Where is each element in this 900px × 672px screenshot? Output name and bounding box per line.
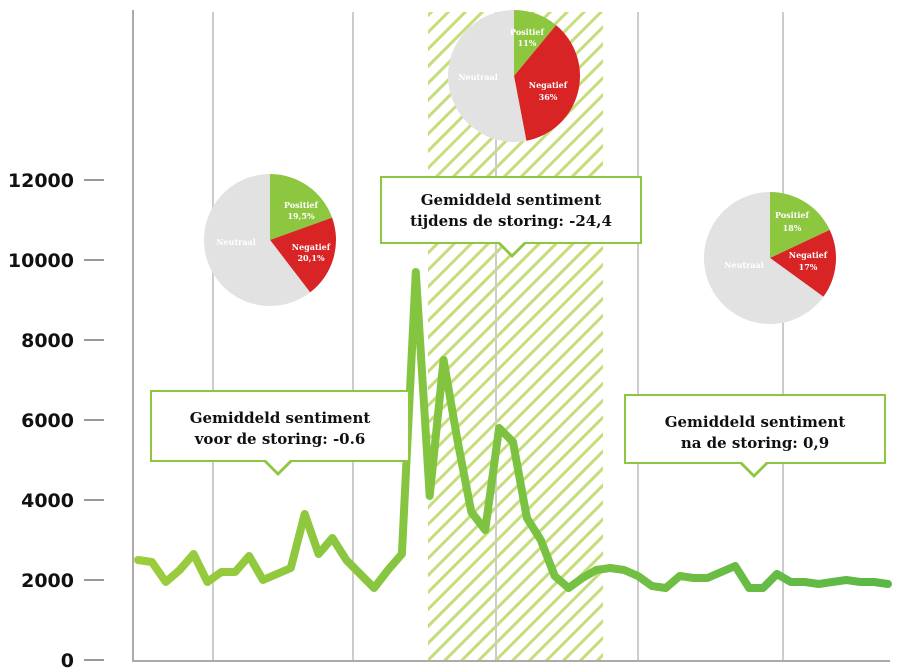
callout-voor-line1: Gemiddeld sentiment — [189, 409, 371, 427]
callout-tijdens: Gemiddeld sentiment tijdens de storing: … — [380, 176, 642, 244]
callout-voor-tail-inner — [265, 459, 291, 472]
y-tick-label: 0 — [61, 650, 74, 672]
pie-slice-negatief — [770, 229, 837, 297]
y-axis: 12000 10000 8000 6000 4000 2000 0 — [8, 10, 890, 672]
pie-value-positief: 11% — [518, 38, 537, 48]
y-tick-label: 8000 — [21, 330, 74, 352]
pie-slice-neutraal — [704, 192, 824, 324]
pie-na: Positief 18% Negatief 17% Neutraal — [704, 192, 837, 324]
pie-value-negatief: 20,1% — [297, 253, 324, 263]
callout-na: Gemiddeld sentiment na de storing: 0,9 — [624, 394, 886, 464]
callout-voor: Gemiddeld sentiment voor de storing: -0.… — [150, 390, 410, 462]
pie-label-negatief: Negatief — [789, 250, 828, 260]
pie-slice-positief — [514, 10, 557, 76]
pie-value-positief: 18% — [783, 223, 802, 233]
series-line — [134, 268, 892, 592]
callout-tijdens-line1: Gemiddeld sentiment — [420, 191, 602, 209]
pie-slice-positief — [770, 192, 830, 258]
pie-slice-positief — [270, 174, 333, 240]
pie-value-negatief: 17% — [799, 262, 818, 272]
pie-slice-neutraal — [203, 174, 311, 306]
pie-label-positief: Positief — [775, 210, 810, 220]
sentiment-series-line — [134, 268, 892, 592]
callout-na-tail-inner — [741, 461, 767, 474]
y-tick-label: 10000 — [8, 250, 74, 272]
y-tick-label: 12000 — [8, 170, 74, 192]
pie-label-negatief: Negatief — [292, 242, 331, 252]
callout-tijdens-tail-inner — [499, 241, 525, 254]
callout-voor-line2: voor de storing: -0.6 — [194, 430, 366, 448]
y-tick-label: 6000 — [21, 410, 74, 432]
pie-slice-negatief — [270, 217, 337, 293]
pie-label-positief: Positief — [510, 27, 545, 37]
pie-slice-negatief — [514, 25, 580, 141]
sentiment-pies: Positief19,5%Negatief20,1%NeutraalPositi… — [203, 9, 837, 324]
callout-na-line1: Gemiddeld sentiment — [664, 413, 846, 431]
pie-slice-neutraal — [447, 9, 527, 143]
pie-value-negatief: 36% — [539, 92, 558, 102]
y-tick-label: 4000 — [21, 490, 74, 512]
y-tick-label: 2000 — [21, 570, 74, 592]
pie-label-neutraal: Neutraal — [216, 237, 256, 247]
pie-label-neutraal: Neutraal — [724, 260, 764, 270]
pie-label-neutraal: Neutraal — [458, 72, 498, 82]
pie-value-positief: 19,5% — [287, 211, 314, 221]
pie-label-negatief: Negatief — [529, 80, 568, 90]
callout-tijdens-line2: tijdens de storing: -24,4 — [410, 212, 612, 230]
pie-label-positief: Positief — [284, 200, 319, 210]
callout-na-line2: na de storing: 0,9 — [680, 434, 830, 452]
